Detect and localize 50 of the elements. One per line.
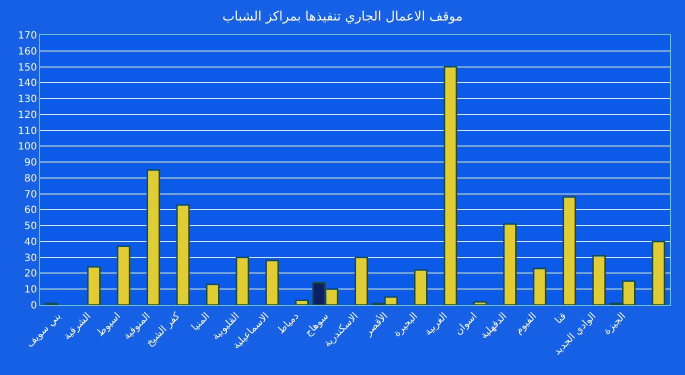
bar: [652, 240, 666, 305]
x-tick-label: البحيرة: [392, 310, 420, 340]
x-tick-label: دمياط: [276, 310, 302, 336]
y-tick-label: 130: [18, 94, 37, 106]
bar: [116, 245, 130, 305]
x-tick-label: الدقهلية: [478, 310, 510, 342]
y-tick-label: 70: [24, 189, 37, 200]
y-tick-label: 40: [24, 236, 37, 248]
y-tick-label: 120: [18, 110, 37, 121]
bar: [354, 256, 368, 305]
x-tick-label: الشرقية: [62, 310, 94, 342]
y-tick-label: 20: [24, 268, 37, 280]
bar: [562, 196, 576, 305]
bar: [444, 66, 458, 305]
y-tick-label: 150: [18, 62, 37, 74]
bar: [295, 299, 309, 305]
bar: [236, 256, 250, 305]
bar: [532, 268, 546, 305]
x-tick-label: الغربية: [422, 310, 450, 338]
x-tick-label: سوهاج: [303, 310, 331, 339]
bar: [592, 255, 606, 305]
x-tick-label: اسيوط: [94, 310, 123, 339]
y-tick-label: 110: [18, 126, 37, 137]
bar: [503, 223, 517, 305]
y-tick-label: 0: [30, 300, 37, 312]
bar: [265, 260, 279, 305]
bar: [87, 266, 101, 305]
chart-title: موقف الاعمال الجاري تنفيذها بمراكز الشباب: [222, 9, 463, 24]
y-tick-label: 60: [24, 205, 37, 216]
y-tick-label: 50: [24, 221, 37, 232]
x-tick-label: قنا: [553, 310, 569, 326]
bar: [414, 269, 428, 305]
y-tick-label: 140: [18, 78, 37, 90]
y-tick-label: 160: [18, 46, 37, 58]
x-tick-label: المنيا: [190, 310, 212, 334]
x-tick-label: اسوان: [453, 310, 480, 338]
x-tick-label: الأقصر: [361, 309, 390, 339]
x-tick-label: بني سويف: [24, 310, 64, 350]
bar: [473, 301, 487, 305]
y-tick-label: 100: [18, 142, 37, 153]
y-tick-label: 10: [24, 284, 37, 296]
bar: [206, 284, 220, 305]
bar: [146, 169, 160, 305]
bar: [176, 204, 190, 305]
y-tick-label: 30: [24, 252, 37, 264]
x-tick-label: الفيوم: [513, 310, 539, 337]
y-tick-label: 90: [24, 158, 37, 169]
x-tick-label: الجيزة: [602, 310, 628, 338]
y-tick-label: 80: [24, 173, 37, 184]
y-tick-label: 170: [18, 30, 37, 42]
